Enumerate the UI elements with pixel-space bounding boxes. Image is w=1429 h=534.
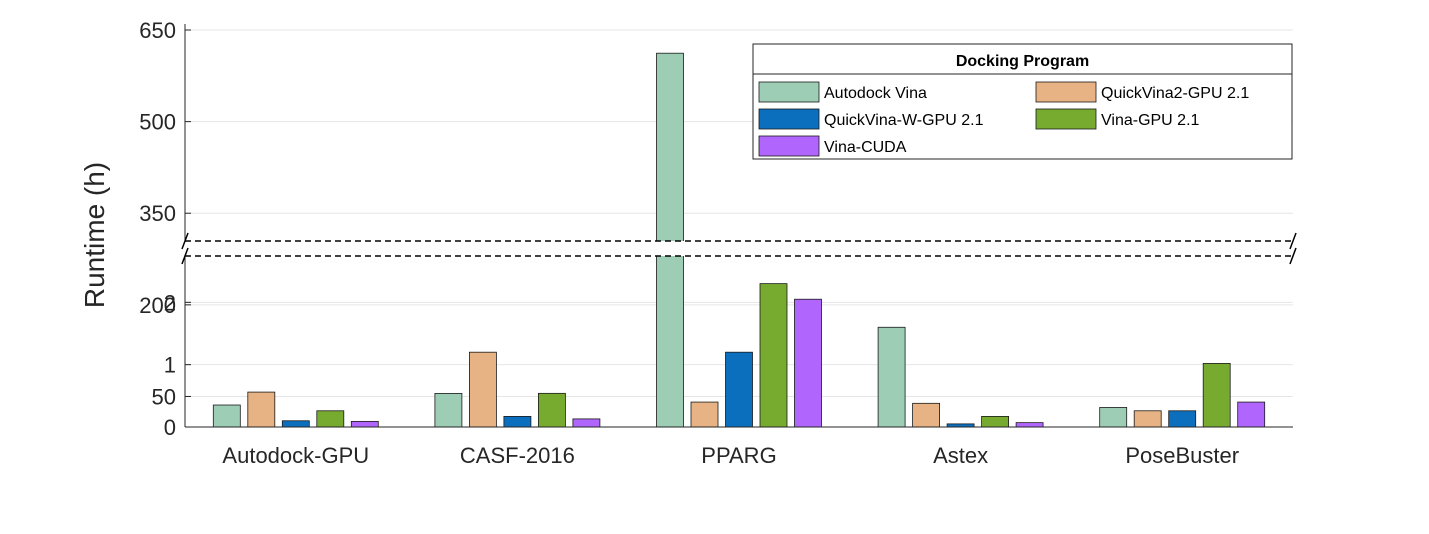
- legend-label: Autodock Vina: [824, 85, 927, 102]
- legend-label: Vina-CUDA: [824, 139, 907, 156]
- bar: [690, 401, 719, 428]
- legend: Docking Program Autodock Vina QuickVina2-G…: [752, 43, 1293, 160]
- bar: [468, 351, 497, 428]
- axes: [184, 24, 1293, 428]
- x-tick-label: PoseBuster: [1125, 443, 1239, 468]
- bar: [759, 283, 788, 428]
- bar: [1133, 410, 1162, 428]
- x-tick-label: CASF-2016: [460, 443, 575, 468]
- y-axis-label: Runtime (h): [79, 162, 110, 308]
- bar: [1168, 410, 1197, 428]
- y-tick-label: 500: [139, 110, 176, 135]
- y-tick-label: 0: [164, 415, 176, 440]
- legend-swatch: [1035, 108, 1097, 130]
- legend-swatch: [1035, 81, 1097, 103]
- bar: [538, 392, 566, 428]
- bar: [1099, 407, 1128, 428]
- bar: [794, 298, 822, 428]
- y-tick-label: 1: [164, 353, 176, 378]
- legend-label: QuickVina2-GPU 2.1: [1101, 85, 1249, 102]
- bar: [1015, 422, 1044, 428]
- axis-break-slash: [181, 232, 189, 250]
- y-tick-label: 200: [139, 293, 176, 318]
- bar: [503, 415, 532, 428]
- x-tick-label: Astex: [933, 443, 988, 468]
- x-tick-label: Autodock-GPU: [222, 443, 369, 468]
- legend-label: Vina-GPU 2.1: [1101, 112, 1200, 129]
- bar: [572, 418, 601, 428]
- axis-break-band: [181, 241, 1297, 256]
- bar: [1202, 363, 1231, 428]
- legend-swatch: [758, 108, 820, 130]
- bar: [281, 420, 310, 428]
- legend-swatch: [758, 81, 820, 103]
- x-tick-label: PPARG: [701, 443, 776, 468]
- axis-break-slash: [1289, 247, 1297, 265]
- bar: [212, 404, 241, 428]
- tick-labels: 0 1 2 50 200 350 500 650 Autodock-GPU CASF-2016 PP…: [139, 18, 1239, 468]
- axis-break-slash: [181, 247, 189, 265]
- bar: [912, 402, 940, 428]
- legend-label: QuickVina-W-GPU 2.1: [824, 112, 984, 129]
- axis-break-slash: [1289, 232, 1297, 250]
- bar: [1237, 401, 1266, 428]
- axis-break: [181, 232, 1297, 265]
- bar: [725, 351, 753, 428]
- bar: [434, 393, 463, 428]
- bar: [877, 326, 906, 428]
- bar: [350, 420, 379, 428]
- bar: [247, 391, 276, 428]
- y-tick-label: 2: [164, 290, 176, 315]
- legend-swatch: [758, 135, 820, 157]
- bar: [656, 52, 684, 428]
- bar: [981, 415, 1009, 428]
- y-tick-label: 50: [152, 384, 176, 409]
- bar: [316, 410, 345, 428]
- legend-title: Docking Program: [956, 53, 1089, 70]
- y-tick-label: 350: [139, 201, 176, 226]
- y-tick-label: 650: [139, 18, 176, 43]
- legend-box: [752, 43, 1293, 160]
